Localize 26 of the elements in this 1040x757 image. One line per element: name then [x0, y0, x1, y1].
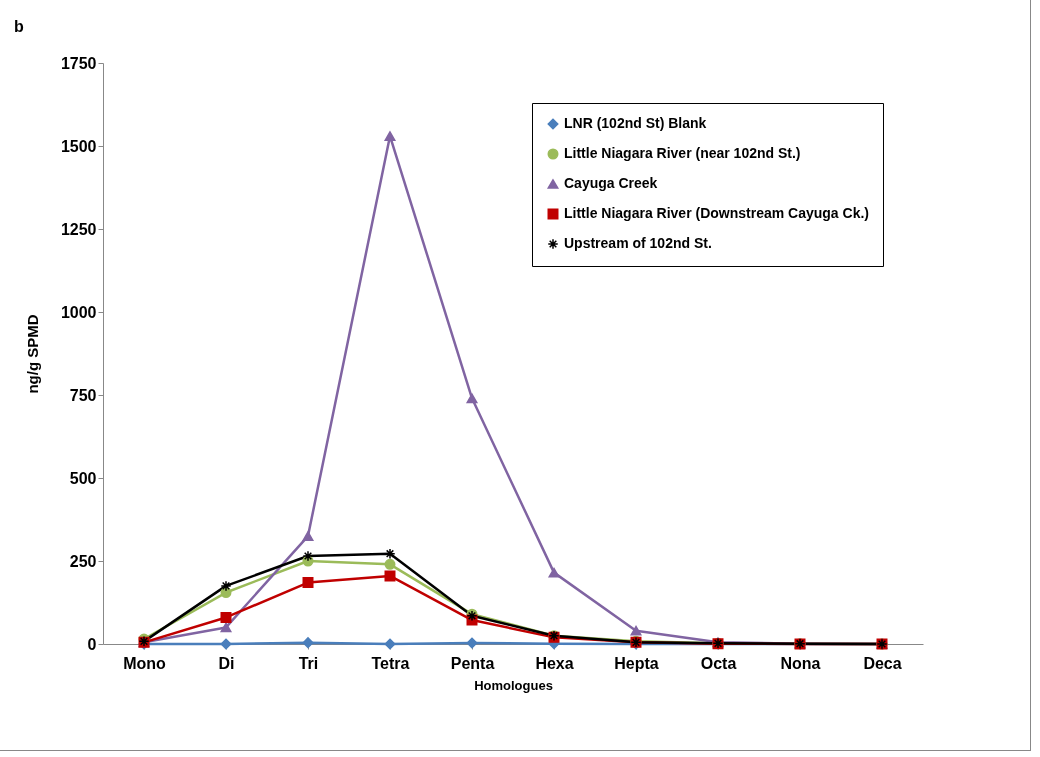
x-tick-label: Penta: [450, 654, 495, 672]
x-tick-label: Tri: [298, 654, 319, 672]
x-tick-label: Octa: [700, 654, 737, 672]
x-tick-label: Hepta: [614, 654, 659, 672]
x-tick-label: Nona: [780, 654, 821, 672]
text: b: [14, 18, 24, 36]
y-tick-label: 500: [69, 469, 97, 487]
x-tick-label: Di: [218, 654, 235, 672]
x-tick-label: Hexa: [535, 654, 574, 672]
x-tick-label: Tetra: [371, 654, 410, 672]
y-tick-label: 1500: [60, 137, 97, 155]
legend-label: Little Niagara River (Downstream Cayuga Ck.): [564, 205, 869, 221]
legend-label: Little Niagara River (near 102nd St.): [564, 145, 801, 161]
x-tick-label: Mono: [123, 654, 167, 672]
legend-label: Cayuga Creek: [564, 175, 658, 191]
legend-label: Upstream of 102nd St.: [564, 235, 712, 251]
y-tick-label: 1000: [60, 303, 97, 321]
y-tick-label: 1750: [60, 54, 97, 72]
legend-label: LNR (102nd St) Blank: [564, 115, 707, 131]
y-tick-label: 0: [87, 635, 97, 653]
x-axis-title: Homologues: [474, 677, 553, 693]
y-axis-title: ng/g SPMD: [23, 314, 41, 394]
y-tick-label: 750: [69, 386, 97, 404]
x-tick-label: Deca: [863, 654, 902, 672]
y-tick-label: 1250: [60, 220, 97, 238]
y-tick-label: 250: [69, 552, 97, 570]
